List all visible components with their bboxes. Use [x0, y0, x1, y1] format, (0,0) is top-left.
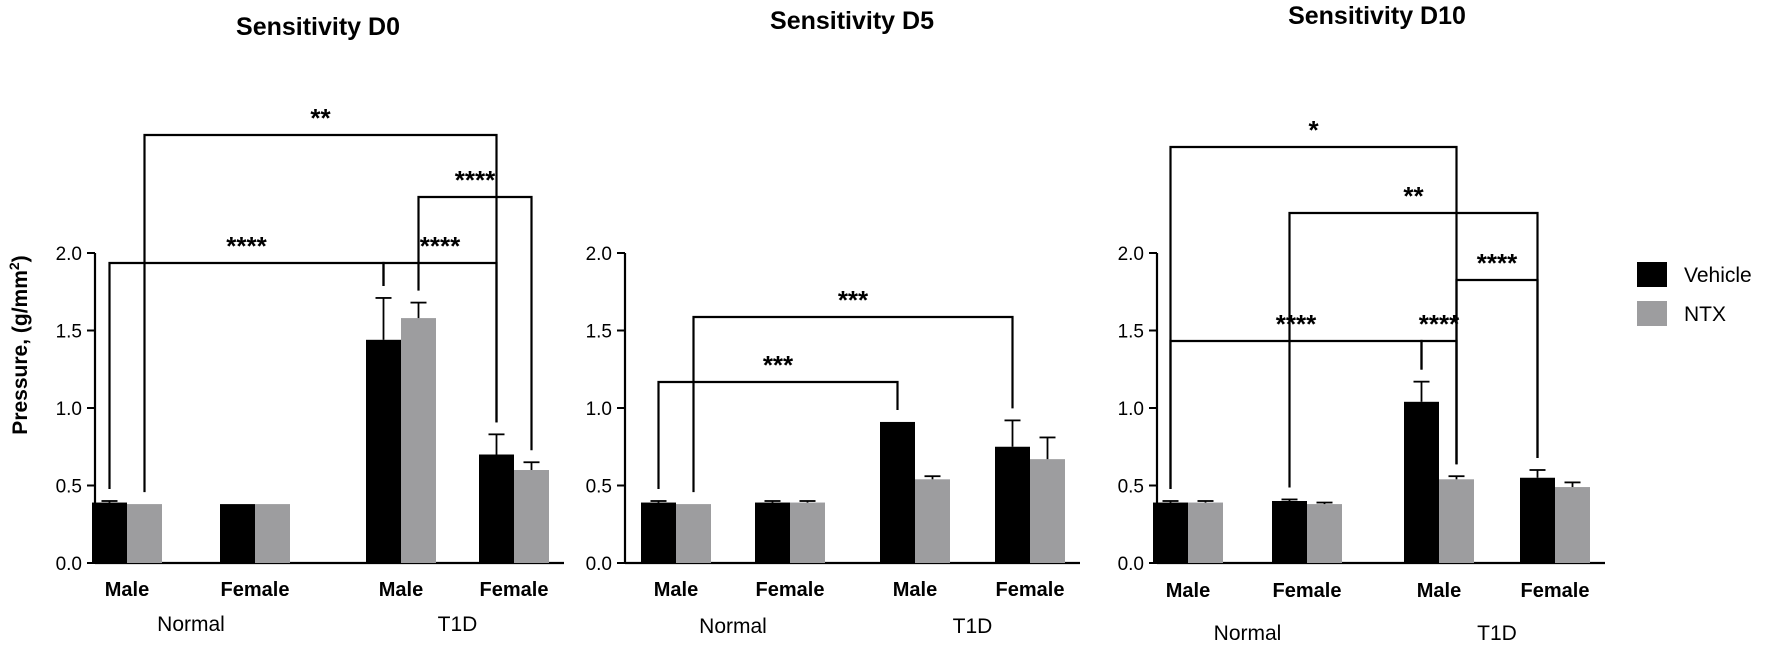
significance-label: *	[1308, 115, 1319, 145]
bar-ntx-2	[1439, 479, 1474, 563]
panels: Sensitivity D0 0.0 0.5 1.0 1.5 2.0 Male Female M…	[56, 2, 1605, 645]
significance-bracket	[108, 261, 385, 489]
category-label: Female	[1521, 580, 1590, 602]
significance-label: ***	[763, 350, 794, 380]
category-label: Male	[893, 579, 937, 601]
y-axis-label: Pressure, (g/mm2)	[6, 255, 32, 434]
significance-label: ****	[1276, 309, 1317, 339]
significance-bracket	[657, 380, 899, 489]
panel-2: Sensitivity D5 0.0 0.5 1.0 1.5 2.0 Male Female M…	[586, 7, 1080, 638]
significance-bracket	[692, 315, 1014, 493]
significance-label: ****	[455, 165, 496, 195]
bar-vehicle-2	[1404, 401, 1439, 563]
bar-ntx-2	[401, 318, 436, 563]
y-tick-label: 2.0	[586, 244, 612, 265]
significance-bracket	[1288, 211, 1539, 488]
y-tick-label: 0.0	[56, 554, 82, 575]
significance-label: **	[1403, 181, 1424, 211]
category-label: Male	[105, 579, 149, 601]
bar-vehicle-0	[641, 502, 676, 563]
bar-ntx-1	[790, 502, 825, 563]
panel-title: Sensitivity D0	[236, 13, 400, 41]
y-tick-label: 1.0	[56, 399, 82, 420]
legend-label-vehicle: Vehicle	[1684, 264, 1752, 287]
significance-bracket	[1169, 339, 1423, 489]
significance-label: **	[310, 103, 331, 133]
category-label: Male	[654, 579, 698, 601]
panel-3: Sensitivity D10 0.0 0.5 1.0 1.5 2.0 Male Female…	[1118, 2, 1605, 645]
category-label: Female	[1273, 580, 1342, 602]
bar-vehicle-3	[1520, 477, 1555, 563]
bar-ntx-3	[1030, 459, 1065, 563]
category-label: Female	[996, 579, 1065, 601]
group-label: T1D	[438, 613, 478, 636]
bar-vehicle-3	[479, 454, 514, 563]
group-label: Normal	[1214, 622, 1282, 645]
bar-ntx-0	[127, 504, 162, 563]
y-tick-label: 0.5	[586, 477, 612, 498]
bar-vehicle-2	[880, 421, 915, 563]
category-label: Female	[756, 579, 825, 601]
bar-ntx-1	[255, 504, 290, 563]
group-label: Normal	[699, 615, 767, 638]
y-tick-label: 1.0	[1118, 399, 1144, 420]
significance-bracket	[143, 133, 498, 493]
panel-1: Sensitivity D0 0.0 0.5 1.0 1.5 2.0 Male Female M…	[56, 13, 564, 636]
bar-ntx-3	[1555, 487, 1590, 563]
y-tick-label: 0.5	[56, 477, 82, 498]
y-tick-label: 1.5	[1118, 322, 1144, 343]
bar-ntx-0	[676, 504, 711, 563]
y-tick-label: 1.0	[586, 399, 612, 420]
bar-vehicle-0	[92, 502, 127, 563]
bar-vehicle-1	[755, 502, 790, 563]
category-label: Female	[221, 579, 290, 601]
bar-ntx-3	[514, 470, 549, 563]
legend-swatch-ntx	[1637, 301, 1667, 326]
legend-swatch-vehicle	[1637, 262, 1667, 287]
bar-ntx-1	[1307, 504, 1342, 563]
panel-title: Sensitivity D5	[770, 7, 934, 35]
group-label: T1D	[953, 615, 993, 638]
legend: Vehicle NTX	[1637, 262, 1752, 326]
y-tick-label: 2.0	[56, 244, 82, 265]
significance-label: ****	[1477, 248, 1518, 278]
bar-vehicle-1	[1272, 501, 1307, 563]
y-tick-label: 1.5	[56, 322, 82, 343]
bar-vehicle-3	[995, 446, 1030, 563]
y-axis-label-sup: 2	[6, 262, 22, 270]
y-tick-label: 0.5	[1118, 477, 1144, 498]
y-tick-label: 2.0	[1118, 244, 1144, 265]
bar-ntx-0	[1188, 502, 1223, 563]
group-label: Normal	[157, 613, 225, 636]
panel-title: Sensitivity D10	[1288, 2, 1466, 30]
y-tick-label: 0.0	[1118, 554, 1144, 575]
category-label: Male	[1166, 580, 1210, 602]
category-label: Female	[480, 579, 549, 601]
y-tick-label: 0.0	[586, 554, 612, 575]
group-label: T1D	[1477, 622, 1517, 645]
bar-vehicle-1	[220, 504, 255, 563]
category-label: Male	[379, 579, 423, 601]
y-axis-label-main: Pressure, (g/mm	[9, 270, 32, 435]
significance-label: ****	[226, 231, 267, 261]
significance-bracket	[1455, 278, 1539, 465]
significance-label: ***	[838, 285, 869, 315]
significance-bracket	[1169, 145, 1458, 489]
significance-label: ****	[1419, 309, 1460, 339]
category-label: Male	[1417, 580, 1461, 602]
significance-bracket	[417, 195, 533, 451]
bar-vehicle-0	[1153, 502, 1188, 563]
y-tick-label: 1.5	[586, 322, 612, 343]
significance-label: ****	[420, 231, 461, 261]
bar-vehicle-2	[366, 339, 401, 563]
y-axis-label-end: )	[9, 255, 32, 262]
bar-ntx-2	[915, 479, 950, 563]
legend-label-ntx: NTX	[1684, 303, 1726, 326]
